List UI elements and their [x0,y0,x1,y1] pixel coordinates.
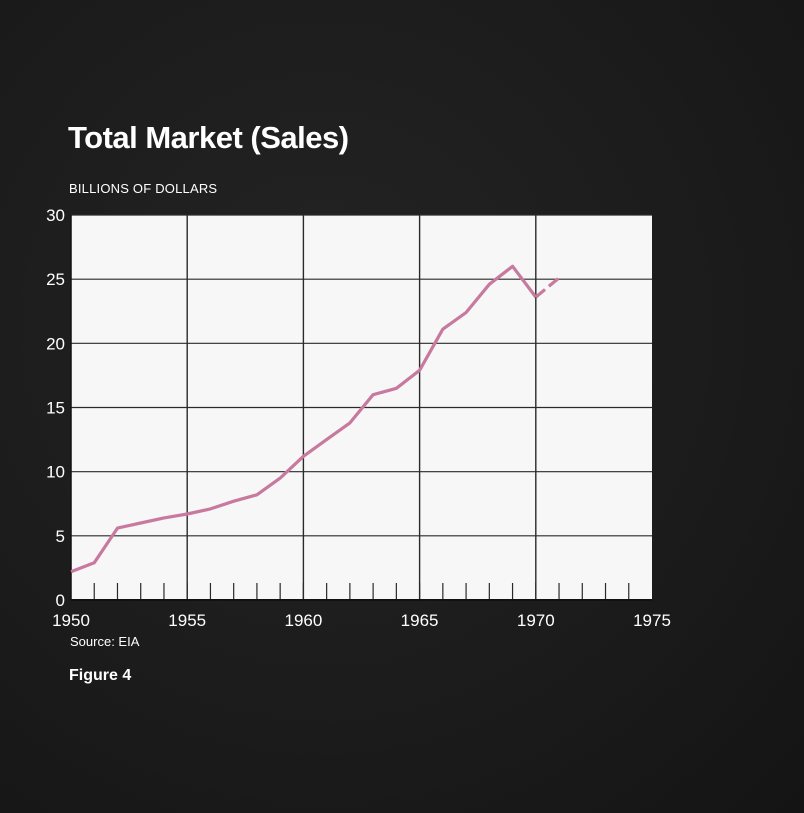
series-line [70,264,538,574]
series-line-estimate [534,276,561,299]
x-tick-label: 1975 [633,611,671,630]
axes [70,215,652,601]
series-lines [70,264,561,574]
y-tick-label: 0 [56,591,65,610]
source-note: Source: EIA [70,634,140,649]
x-tick-label: 1950 [52,611,90,630]
x-tick-label: 1960 [284,611,322,630]
minor-ticks [93,583,630,600]
y-tick-label: 20 [46,334,65,353]
x-tick-label: 1970 [517,611,555,630]
y-axis-label: BILLIONS OF DOLLARS [69,181,218,196]
y-tick-label: 5 [56,527,65,546]
chart-title: Total Market (Sales) [68,120,349,155]
x-tick-label: 1965 [401,611,439,630]
y-tick-label: 30 [46,206,65,225]
x-tick-label: 1955 [168,611,206,630]
y-tick-label: 25 [46,270,65,289]
tick-labels: 0 5 10 15 20 25 30 1950 1955 1960 1965 1970 1975 [46,206,671,630]
y-tick-label: 15 [46,399,65,418]
y-tick-label: 10 [46,463,65,482]
figure-label: Figure 4 [69,667,132,684]
